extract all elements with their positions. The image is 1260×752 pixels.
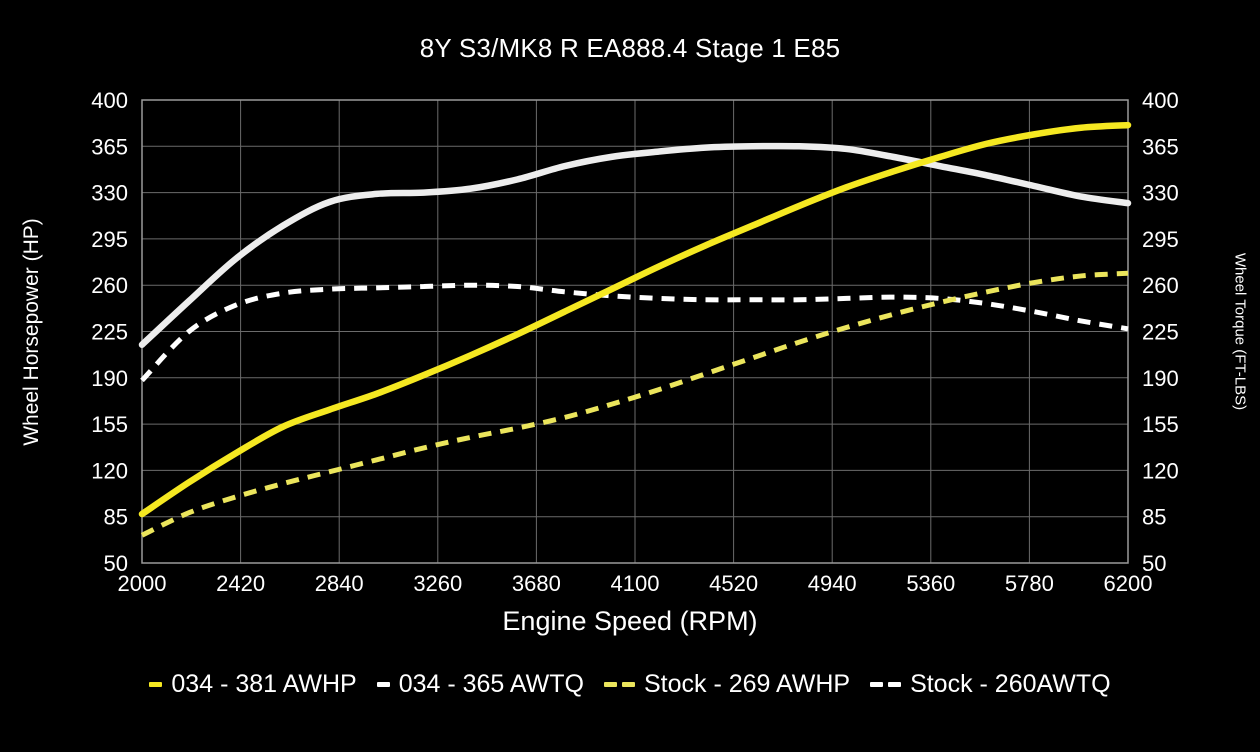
svg-text:365: 365 [91, 134, 128, 159]
x-axis-title: Engine Speed (RPM) [502, 606, 758, 636]
tick-labels: 400 365 330 295 260 225 190 155 120 85 50 400 365 330… [91, 88, 1178, 596]
svg-text:190: 190 [1142, 366, 1179, 391]
legend-item-label: 034 - 381 AWHP [171, 670, 357, 698]
legend-item[interactable]: Stock - 260AWTQ [870, 672, 1111, 697]
double-dash-swatch [870, 682, 902, 688]
svg-text:225: 225 [91, 320, 128, 345]
svg-text:5780: 5780 [1005, 571, 1054, 596]
svg-text:2840: 2840 [315, 571, 364, 596]
plot-frame [141, 99, 1129, 564]
svg-text:4520: 4520 [709, 571, 758, 596]
legend-item[interactable]: 034 - 365 AWTQ [376, 670, 584, 698]
legend-item[interactable]: Stock - 269 AWHP [603, 670, 851, 698]
svg-text:155: 155 [1142, 412, 1179, 437]
legend-item-label: Stock - 260AWTQ [910, 670, 1111, 698]
svg-text:365: 365 [1142, 134, 1179, 159]
legend-item-label: 034 - 365 AWTQ [398, 670, 584, 698]
svg-text:2420: 2420 [216, 571, 265, 596]
svg-text:50: 50 [1142, 551, 1166, 576]
series-lines [138, 121, 1132, 538]
chart-legend: 034 - 381 AWHP 034 - 365 AWTQ Stock - 269 … [0, 672, 1260, 697]
legend-item[interactable]: 034 - 381 AWHP [149, 670, 357, 698]
svg-text:330: 330 [1142, 181, 1179, 206]
svg-text:190: 190 [91, 366, 128, 391]
svg-text:5360: 5360 [906, 571, 955, 596]
svg-text:2000: 2000 [118, 571, 167, 596]
series-line [140, 270, 1129, 538]
svg-text:120: 120 [1142, 458, 1179, 483]
svg-text:260: 260 [91, 273, 128, 298]
svg-text:295: 295 [91, 227, 128, 252]
series-line [138, 121, 1132, 518]
svg-text:85: 85 [1142, 505, 1166, 530]
svg-text:225: 225 [1142, 320, 1179, 345]
svg-text:4940: 4940 [808, 571, 857, 596]
svg-text:155: 155 [91, 412, 128, 437]
svg-text:50: 50 [104, 551, 128, 576]
svg-text:6200: 6200 [1104, 571, 1153, 596]
svg-text:4100: 4100 [611, 571, 660, 596]
svg-text:3260: 3260 [413, 571, 462, 596]
svg-text:85: 85 [104, 505, 128, 530]
dash-swatch [149, 682, 163, 688]
svg-text:330: 330 [91, 181, 128, 206]
svg-text:3680: 3680 [512, 571, 561, 596]
double-dash-swatch [603, 682, 635, 688]
svg-text:260: 260 [1142, 273, 1179, 298]
svg-text:400: 400 [1142, 88, 1179, 113]
chart-title: 8Y S3/MK8 R EA888.4 Stage 1 E85 [419, 33, 841, 63]
grid-lines [141, 99, 1129, 564]
dash-swatch [376, 682, 390, 688]
svg-text:400: 400 [91, 88, 128, 113]
svg-text:295: 295 [1142, 227, 1179, 252]
series-line [138, 142, 1132, 348]
svg-text:120: 120 [91, 458, 128, 483]
legend-item-label: Stock - 269 AWHP [643, 670, 851, 698]
